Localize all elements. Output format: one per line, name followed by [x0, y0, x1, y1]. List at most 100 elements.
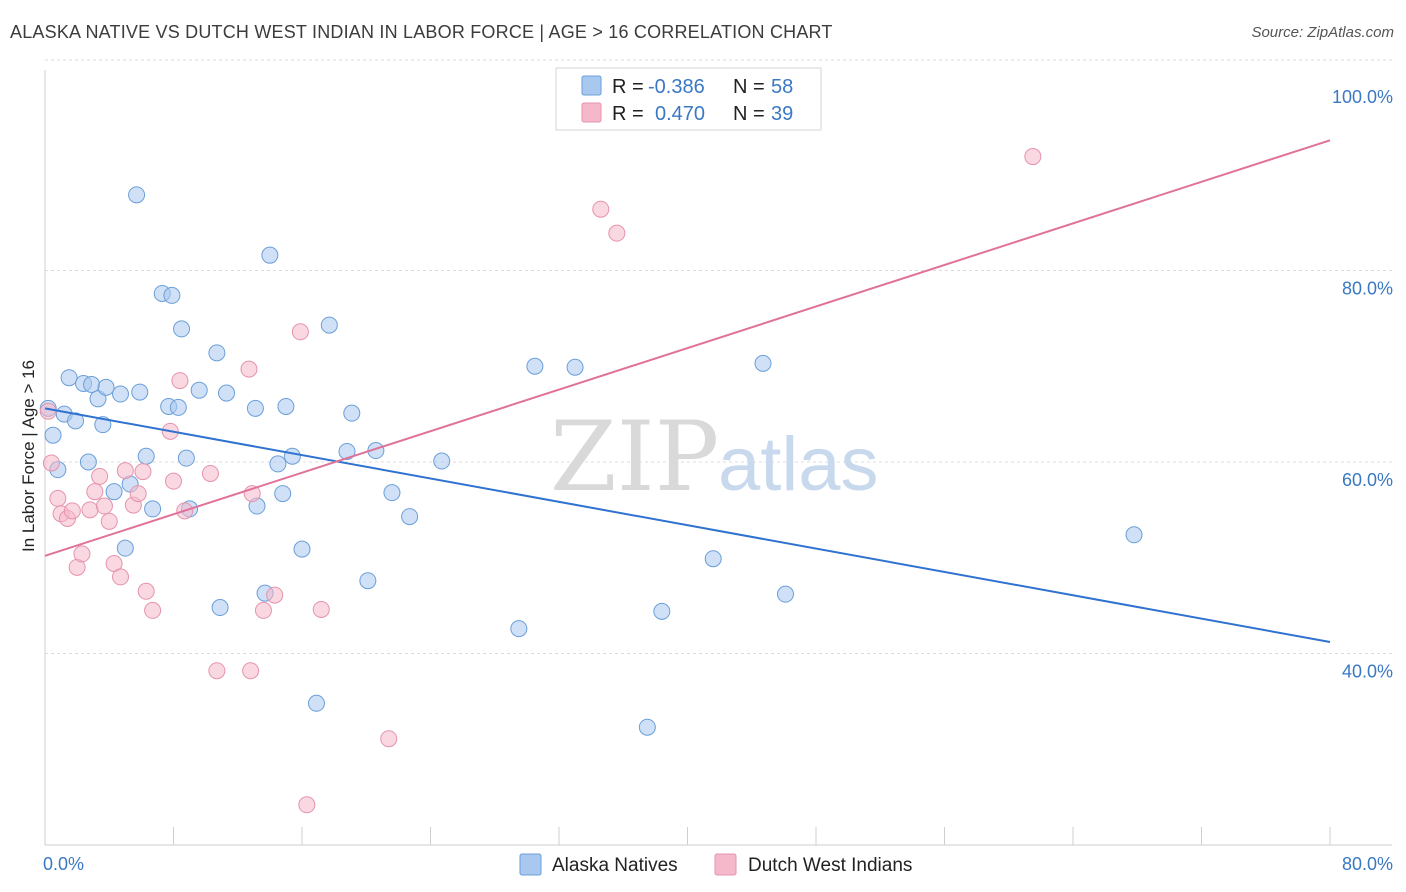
y-tick-label: 60.0% — [1342, 470, 1393, 490]
point-dutch-west-indian — [242, 662, 260, 680]
point-alaska-native — [320, 316, 338, 334]
point-alaska-native — [1125, 526, 1143, 544]
point-alaska-native — [211, 599, 229, 617]
point-alaska-native — [137, 447, 155, 465]
legend-swatch-alaska — [581, 75, 602, 96]
point-alaska-native — [566, 358, 584, 376]
point-dutch-west-indian — [39, 402, 57, 420]
point-dutch-west-indian — [254, 601, 272, 619]
point-alaska-native — [754, 354, 772, 372]
point-alaska-native — [283, 447, 301, 465]
point-dutch-west-indian — [380, 730, 398, 748]
point-dutch-west-indian — [608, 224, 626, 242]
series-swatch-alaska — [519, 853, 542, 876]
legend-n-label-1: N = — [733, 76, 765, 98]
series-label-dutch: Dutch West Indians — [748, 855, 912, 876]
series-legend: Alaska Natives Dutch West Indians — [519, 853, 912, 876]
point-alaska-native — [343, 404, 361, 422]
trend-lines — [44, 139, 1331, 643]
legend-r-label-2: R = — [612, 103, 644, 125]
point-dutch-west-indian — [63, 502, 81, 520]
point-alaska-native — [526, 357, 544, 375]
legend-n-value-2: 39 — [771, 103, 793, 125]
point-alaska-native — [97, 378, 115, 396]
chart-title: ALASKA NATIVE VS DUTCH WEST INDIAN IN LA… — [10, 22, 833, 42]
point-dutch-west-indian — [165, 472, 182, 490]
point-alaska-native — [94, 416, 112, 434]
point-dutch-west-indian — [201, 464, 219, 482]
y-tick-label: 80.0% — [1342, 279, 1393, 299]
legend-r-label-1: R = — [612, 76, 644, 98]
point-dutch-west-indian — [81, 501, 99, 519]
point-dutch-west-indian — [208, 662, 226, 680]
legend-n-label-2: N = — [733, 103, 765, 125]
point-dutch-west-indian — [73, 545, 91, 563]
y-tick-label: 40.0% — [1342, 662, 1393, 682]
point-alaska-native — [638, 718, 656, 736]
point-dutch-west-indian — [49, 489, 67, 507]
point-alaska-native — [144, 500, 162, 518]
point-alaska-native — [105, 483, 123, 501]
point-alaska-native — [177, 449, 195, 467]
legend-n-value-1: 58 — [771, 76, 793, 98]
point-alaska-native — [510, 620, 528, 638]
grid — [45, 59, 1392, 654]
point-alaska-native — [401, 508, 419, 526]
point-alaska-native — [173, 320, 191, 338]
point-alaska-native — [44, 426, 62, 444]
point-alaska-native — [67, 412, 85, 430]
point-alaska-native — [190, 381, 208, 399]
point-alaska-native — [83, 375, 101, 393]
point-dutch-west-indian — [144, 601, 162, 619]
point-alaska-native — [89, 390, 107, 408]
x-tick-labels: 0.0% 80.0% — [43, 854, 1393, 874]
point-dutch-west-indian — [312, 600, 330, 618]
series-swatch-dutch — [714, 853, 737, 876]
x-tick-label: 80.0% — [1342, 854, 1393, 874]
point-dutch-west-indian — [129, 485, 147, 503]
point-alaska-native — [208, 344, 226, 362]
legend-r-value-1: -0.386 — [648, 76, 705, 98]
point-alaska-native — [128, 186, 146, 204]
point-dutch-west-indian — [592, 200, 610, 218]
point-alaska-native — [359, 572, 377, 590]
point-dutch-west-indian — [95, 497, 113, 515]
point-alaska-native — [383, 484, 401, 502]
point-dutch-west-indian — [100, 512, 118, 530]
point-dutch-west-indian — [86, 483, 104, 501]
point-dutch-west-indian — [291, 323, 309, 341]
point-dutch-west-indian — [240, 360, 258, 378]
point-dutch-west-indian — [91, 467, 109, 485]
point-dutch-west-indian — [42, 454, 60, 472]
point-alaska-native — [116, 539, 134, 557]
point-alaska-native — [218, 384, 236, 402]
point-alaska-native — [293, 540, 311, 558]
point-alaska-native — [307, 694, 325, 712]
point-dutch-west-indian — [171, 372, 189, 390]
point-alaska-native — [261, 246, 279, 264]
point-dutch-west-indian — [266, 586, 284, 604]
y-tick-labels: 40.0% 60.0% 80.0% 100.0% — [1332, 87, 1393, 682]
legend-swatch-dutch — [581, 102, 602, 123]
point-alaska-native — [111, 385, 129, 403]
watermark-zip: ZIP — [550, 401, 719, 513]
point-alaska-native — [653, 602, 671, 620]
point-alaska-native — [246, 399, 264, 417]
point-alaska-native — [776, 585, 794, 603]
data-points — [39, 148, 1143, 814]
y-tick-label: 100.0% — [1332, 87, 1393, 107]
y-axis-title: In Labor Force | Age > 16 — [19, 360, 38, 552]
watermark: ZIP atlas — [550, 401, 879, 513]
trend-line-dutch — [44, 139, 1331, 557]
watermark-atlas: atlas — [718, 422, 879, 507]
source-label: Source: ZipAtlas.com — [1251, 24, 1394, 41]
point-alaska-native — [433, 452, 451, 470]
point-dutch-west-indian — [137, 582, 155, 600]
point-dutch-west-indian — [298, 796, 316, 814]
point-alaska-native — [269, 455, 287, 473]
point-dutch-west-indian — [134, 463, 152, 481]
point-dutch-west-indian — [111, 568, 129, 586]
point-alaska-native — [163, 286, 181, 304]
x-tick-label: 0.0% — [43, 854, 84, 874]
